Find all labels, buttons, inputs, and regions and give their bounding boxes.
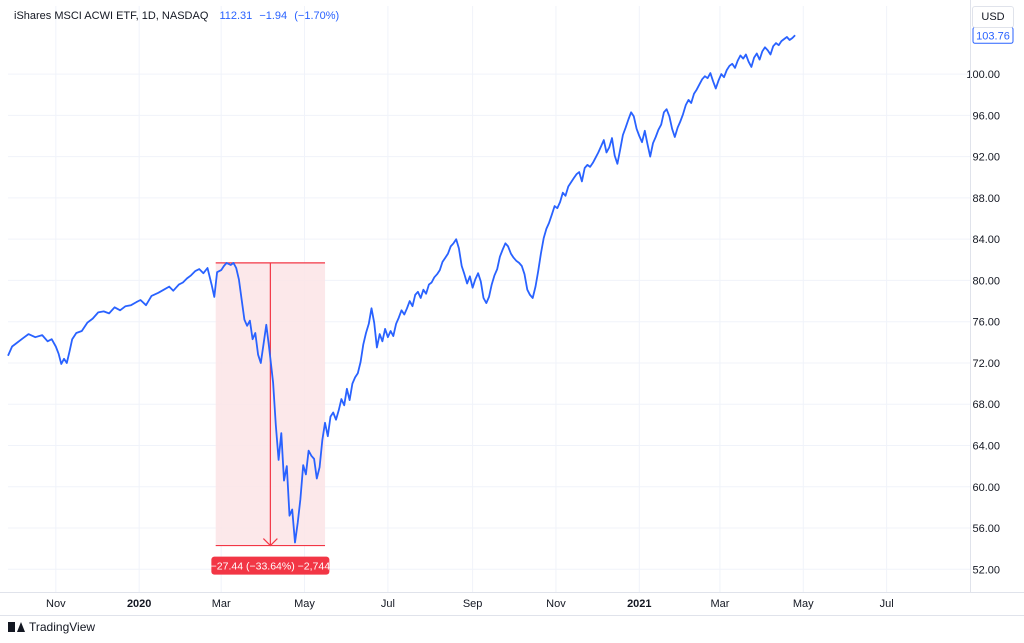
brand-name: TradingView bbox=[29, 620, 96, 634]
last-price: 112.31 bbox=[219, 10, 253, 22]
x-tick-label: May bbox=[294, 598, 315, 610]
currency-button[interactable]: USD bbox=[972, 6, 1014, 28]
y-tick-label: 84.00 bbox=[972, 234, 1000, 246]
tradingview-brand[interactable]: TradingView bbox=[8, 620, 95, 634]
x-tick-label: Jul bbox=[880, 598, 894, 610]
y-tick-label: 64.00 bbox=[972, 441, 1000, 453]
measure-arrow-head bbox=[262, 538, 278, 547]
measure-label: −27.44 (−33.64%) −2,744 bbox=[211, 561, 331, 573]
symbol-label: iShares MSCI ACWI ETF, 1D, NASDAQ bbox=[14, 10, 209, 22]
x-tick-label: Nov bbox=[46, 598, 66, 610]
x-tick-label: Nov bbox=[546, 598, 566, 610]
y-tick-label: 60.00 bbox=[972, 482, 1000, 494]
y-tick-label: 96.00 bbox=[972, 110, 1000, 122]
y-tick-label: 56.00 bbox=[972, 523, 1000, 535]
x-tick-label: 2020 bbox=[127, 598, 151, 610]
y-tick-label: 88.00 bbox=[972, 193, 1000, 205]
x-tick-label: Mar bbox=[212, 598, 231, 610]
chart-legend: iShares MSCI ACWI ETF, 1D, NASDAQ 112.31… bbox=[14, 10, 339, 22]
y-tick-label: 72.00 bbox=[972, 358, 1000, 370]
tradingview-logo-icon bbox=[8, 622, 25, 632]
x-tick-label: Sep bbox=[463, 598, 483, 610]
measure-label-box bbox=[211, 556, 330, 575]
y-tick-label: 100.00 bbox=[966, 69, 1000, 81]
y-tick-label: 76.00 bbox=[972, 317, 1000, 329]
price-series-line bbox=[7, 34, 796, 544]
y-tick-label: 92.00 bbox=[972, 152, 1000, 164]
x-tick-label: Mar bbox=[710, 598, 729, 610]
change-percent: (−1.70%) bbox=[294, 10, 340, 22]
x-tick-label: Jul bbox=[381, 598, 395, 610]
x-tick-label: 2021 bbox=[627, 598, 651, 610]
y-tick-label: 68.00 bbox=[972, 399, 1000, 411]
last-price-label: 103.76 bbox=[976, 30, 1010, 42]
y-tick-label: 80.00 bbox=[972, 275, 1000, 287]
change-value: −1.94 bbox=[259, 10, 288, 22]
y-tick-label: 52.00 bbox=[972, 564, 1000, 576]
x-tick-label: May bbox=[793, 598, 814, 610]
